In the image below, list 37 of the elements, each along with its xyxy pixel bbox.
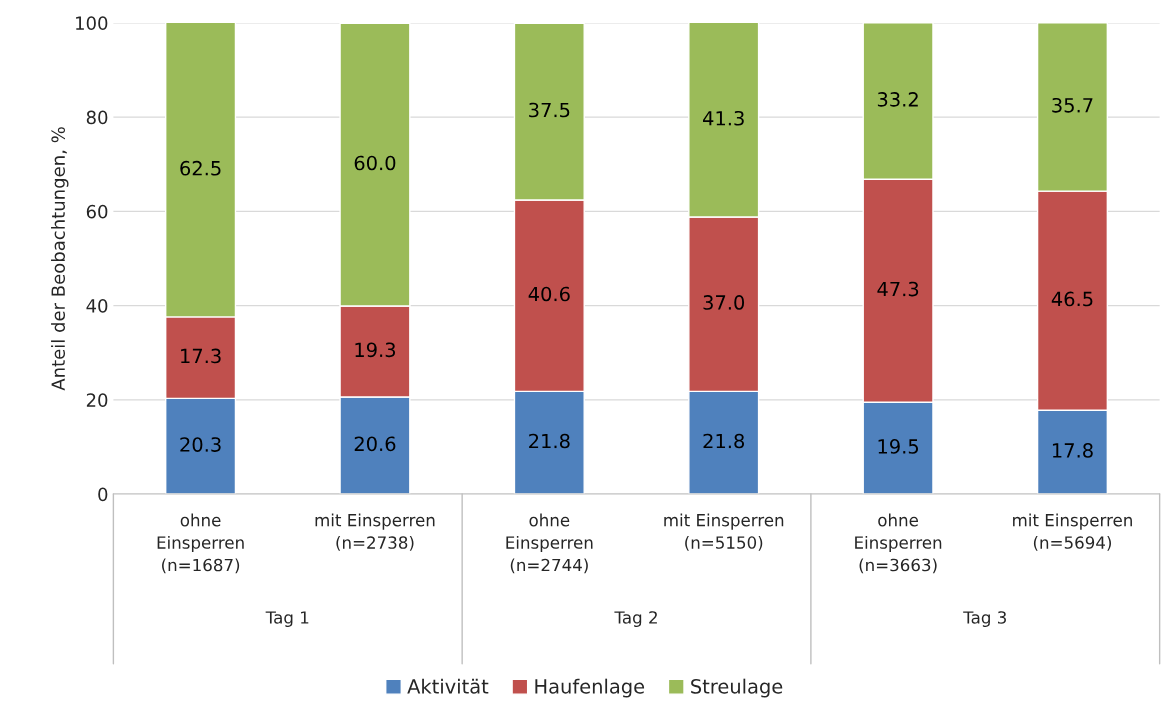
y-tick-label: 40: [86, 299, 108, 313]
data-label: 20.3: [180, 437, 221, 452]
data-label: 60.0: [354, 155, 396, 171]
data-label: 21.8: [529, 433, 570, 449]
data-label: 17.3: [181, 348, 221, 364]
data-label: 17.8: [1052, 443, 1093, 458]
y-axis-title: Anteil der Beobachtungen, %: [51, 127, 69, 391]
data-label: 33.2: [877, 92, 918, 107]
y-tick-label: 80: [86, 110, 108, 125]
y-tick-label: 20: [86, 393, 108, 407]
x-tick-label: mit Einsperren (n=2738): [315, 513, 435, 551]
y-tick-label: 100: [76, 16, 108, 30]
data-label: 19.5: [878, 439, 919, 454]
data-label: 41.3: [703, 110, 744, 126]
x-tick-label: mit Einsperren (n=5694): [1013, 513, 1132, 551]
data-label: 35.7: [1052, 97, 1093, 113]
legend-label: Aktivität: [407, 678, 489, 694]
data-label: 37.5: [529, 102, 570, 118]
data-label: 62.5: [180, 160, 221, 176]
data-label: 40.6: [528, 286, 570, 302]
x-tick-label: ohne Einsperren (n=2744): [506, 513, 593, 574]
x-tick-label: ohne Einsperren (n=1687): [157, 513, 244, 574]
data-label: 46.5: [1051, 291, 1093, 307]
x-tick-label: mit Einsperren (n=5150): [664, 513, 784, 551]
data-label: 20.6: [354, 436, 396, 452]
data-label: 19.3: [355, 342, 396, 358]
legend-label: Haufenlage: [535, 678, 645, 698]
y-tick-label: 0: [98, 487, 108, 502]
legend-label: Streulage: [691, 678, 783, 698]
text: Tag 3: [963, 611, 1006, 627]
data-label: 21.8: [703, 433, 745, 449]
y-tick-label: 60: [86, 204, 108, 219]
text: Tag 2: [614, 611, 657, 627]
x-tick-label: ohne Einsperren (n=3663): [855, 513, 942, 574]
data-label: 47.3: [877, 281, 919, 297]
text: Tag 1: [265, 611, 309, 627]
data-label: 37.0: [703, 295, 745, 310]
